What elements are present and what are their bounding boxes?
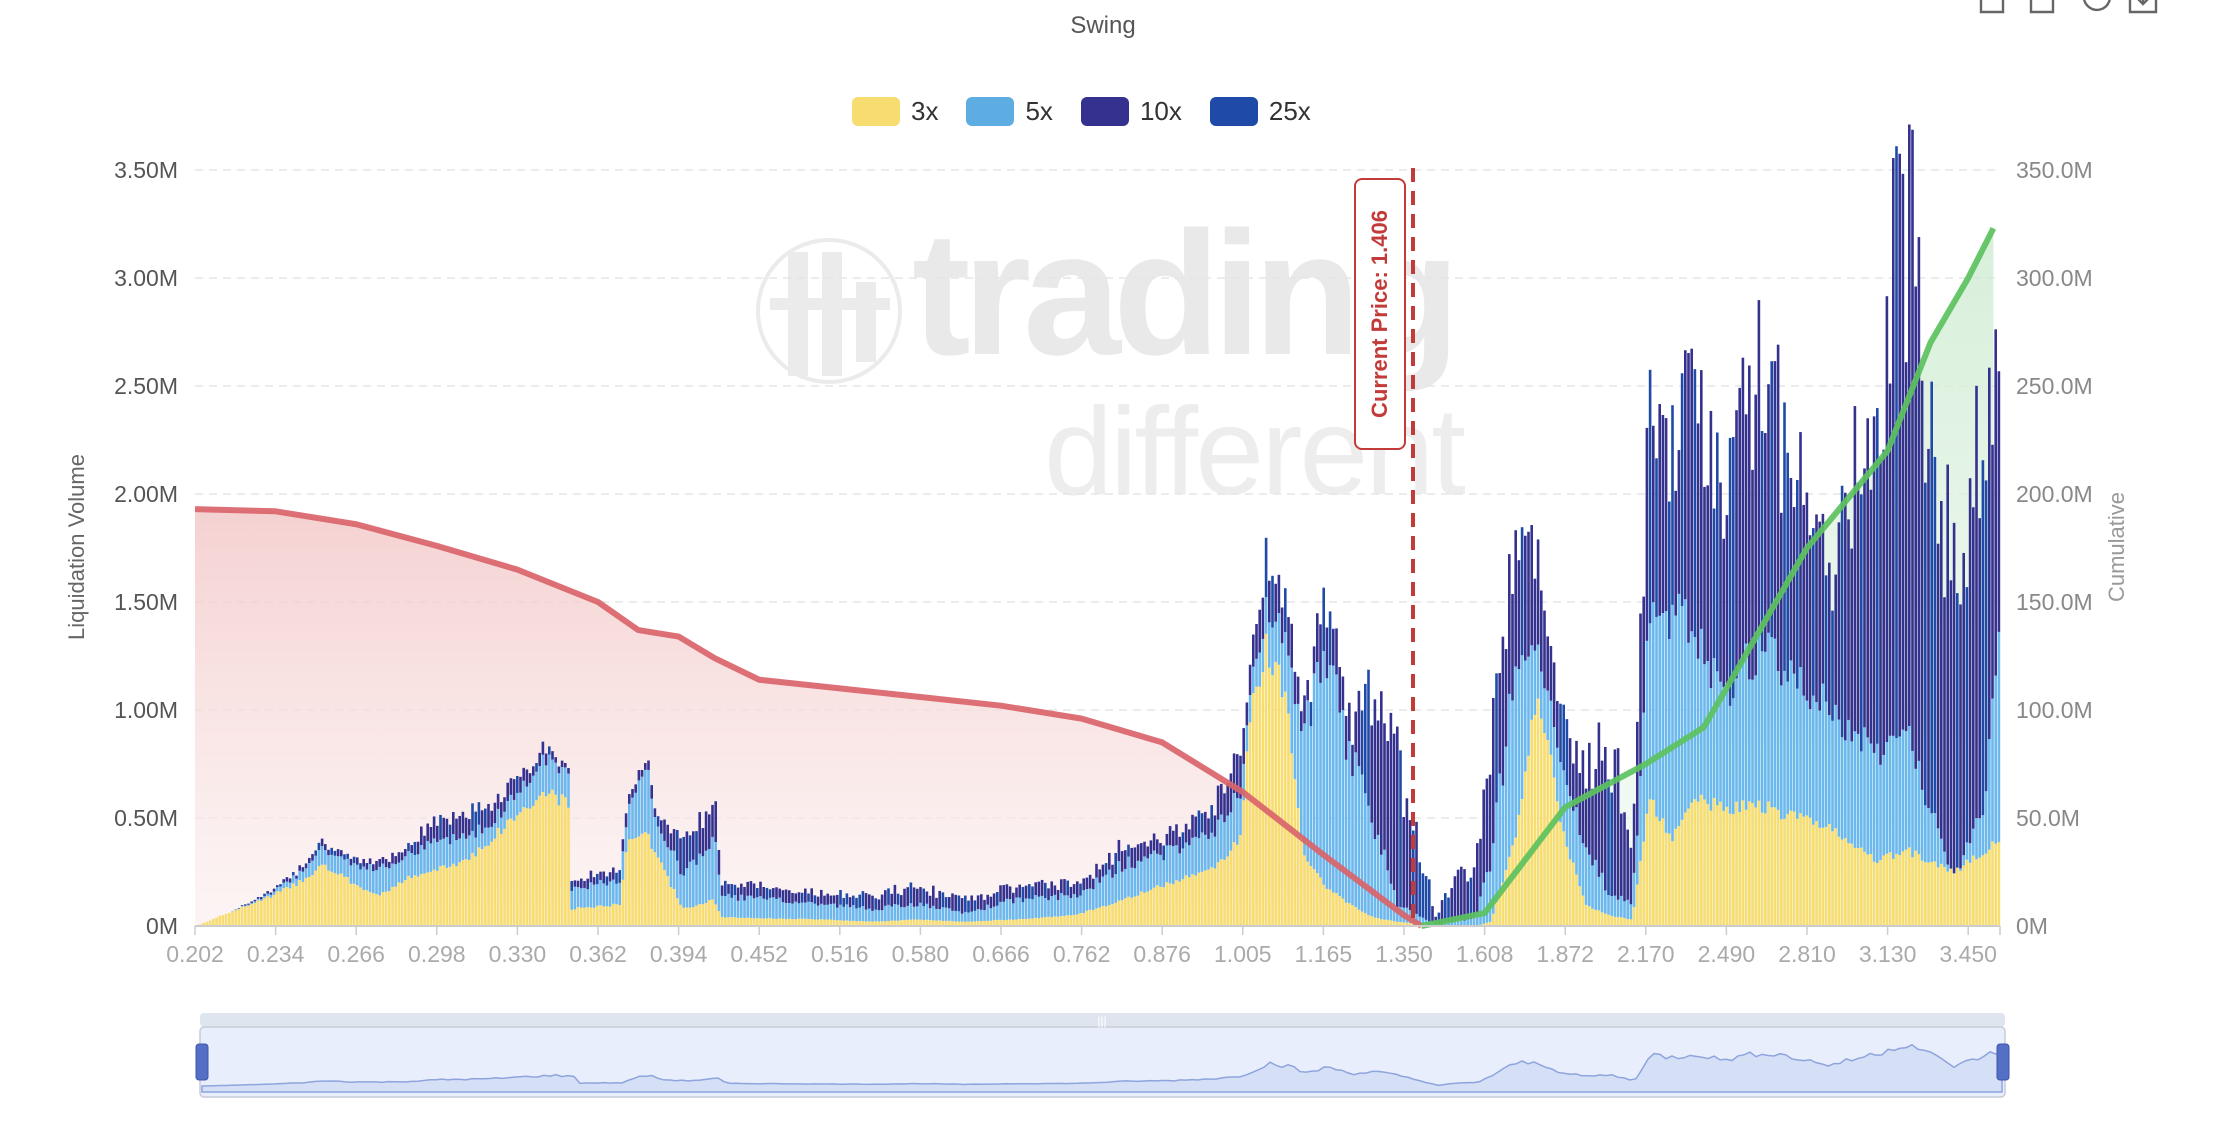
y-tick-label-left: 2.00M bbox=[114, 481, 178, 507]
x-tick-label: 2.490 bbox=[1698, 941, 1756, 967]
x-tick-label: 1.350 bbox=[1375, 941, 1433, 967]
y-tick-label-right: 0M bbox=[2016, 913, 2048, 939]
legend-label: 3x bbox=[911, 96, 939, 126]
legend-label: 5x bbox=[1025, 96, 1053, 126]
x-tick-label: 3.450 bbox=[1939, 941, 1997, 967]
legend-swatch-3x bbox=[852, 97, 900, 126]
x-tick-label: 0.876 bbox=[1133, 941, 1191, 967]
x-tick-label: 1.005 bbox=[1214, 941, 1272, 967]
download-icon[interactable] bbox=[2128, 0, 2158, 14]
cumulative-short-line bbox=[194, 506, 1424, 929]
y-tick-label-right: 100.0M bbox=[2016, 697, 2093, 723]
zoom-reset-icon[interactable] bbox=[2028, 0, 2056, 14]
zoom-icon[interactable] bbox=[1978, 0, 2006, 14]
x-tick-label: 0.234 bbox=[247, 941, 305, 967]
x-tick-label: 0.362 bbox=[569, 941, 627, 967]
y-tick-label-left: 1.00M bbox=[114, 697, 178, 723]
chart-title: Swing bbox=[1070, 12, 1136, 39]
y-tick-label-right: 200.0M bbox=[2016, 481, 2093, 507]
restore-icon[interactable] bbox=[2078, 0, 2111, 14]
x-tick-label: 0.202 bbox=[166, 941, 224, 967]
x-tick-label: 0.452 bbox=[730, 941, 788, 967]
legend-item-10x[interactable]: 10x bbox=[1080, 96, 1182, 127]
x-tick-label: 0.330 bbox=[489, 941, 547, 967]
y-tick-label-right: 250.0M bbox=[2016, 373, 2093, 399]
x-tick-label: 1.165 bbox=[1295, 941, 1353, 967]
current-price-marker: Current Price: 1.406 bbox=[1354, 178, 1406, 450]
y-tick-label-right: 350.0M bbox=[2016, 157, 2093, 183]
y-tick-label-left: 3.00M bbox=[114, 265, 178, 291]
cumulative-long-line bbox=[1420, 226, 1997, 929]
x-tick-label: 2.170 bbox=[1617, 941, 1675, 967]
x-tick-label: 1.608 bbox=[1456, 941, 1514, 967]
legend-item-3x[interactable]: 3x bbox=[852, 96, 938, 127]
datazoom-slider[interactable]: ||| bbox=[195, 1013, 2010, 1098]
legend-swatch-10x bbox=[1080, 97, 1129, 126]
y-tick-label-left: 0M bbox=[146, 913, 178, 939]
legend-swatch-5x bbox=[966, 97, 1015, 126]
x-tick-label: 0.516 bbox=[811, 941, 869, 967]
x-tick-label: 0.580 bbox=[892, 941, 950, 967]
y-axis-title-right: Cumulative bbox=[2104, 491, 2130, 603]
x-tick-label: 1.872 bbox=[1536, 941, 1594, 967]
chart-legend: 3x 5x 10x 25x bbox=[852, 96, 1339, 127]
x-tick-label: 0.666 bbox=[972, 941, 1030, 967]
x-tick-label: 3.130 bbox=[1859, 941, 1917, 967]
current-price-label: Current Price: 1.406 bbox=[1367, 210, 1392, 418]
legend-item-5x[interactable]: 5x bbox=[966, 96, 1053, 127]
x-tick-label: 0.298 bbox=[408, 941, 466, 967]
chart-toolbox bbox=[1978, 0, 2158, 14]
y-tick-label-right: 50.0M bbox=[2016, 805, 2080, 831]
x-tick-label: 0.762 bbox=[1053, 941, 1111, 967]
y-tick-label-left: 2.50M bbox=[114, 373, 178, 399]
y-tick-label-right: 300.0M bbox=[2016, 265, 2093, 291]
datazoom-handle-left[interactable] bbox=[195, 1043, 209, 1081]
y-tick-label-left: 0.50M bbox=[114, 805, 178, 831]
y-axis-title-left: Liquidation Volume bbox=[63, 454, 89, 640]
y-tick-label-left: 1.50M bbox=[114, 589, 178, 615]
x-tick-label: 0.266 bbox=[327, 941, 385, 967]
y-tick-label-right: 150.0M bbox=[2016, 589, 2093, 615]
liquidation-bars bbox=[196, 124, 2001, 926]
legend-swatch-25x bbox=[1209, 97, 1258, 126]
legend-label: 10x bbox=[1139, 96, 1182, 126]
legend-label: 25x bbox=[1268, 96, 1311, 126]
x-tick-label: 2.810 bbox=[1778, 941, 1836, 967]
datazoom-handle-right[interactable] bbox=[1996, 1043, 2010, 1081]
legend-item-25x[interactable]: 25x bbox=[1209, 96, 1311, 127]
svg-text:|||: ||| bbox=[1097, 1014, 1106, 1028]
x-tick-label: 0.394 bbox=[650, 941, 708, 967]
y-tick-label-left: 3.50M bbox=[114, 157, 178, 183]
